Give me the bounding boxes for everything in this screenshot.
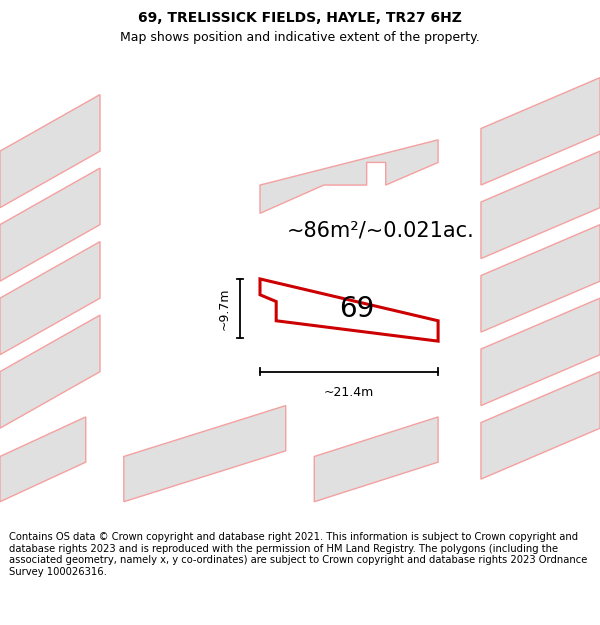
Text: Contains OS data © Crown copyright and database right 2021. This information is : Contains OS data © Crown copyright and d…	[9, 532, 587, 577]
Polygon shape	[481, 224, 600, 332]
Polygon shape	[260, 140, 438, 213]
Polygon shape	[124, 406, 286, 502]
Polygon shape	[314, 417, 438, 502]
Text: ~21.4m: ~21.4m	[323, 386, 374, 399]
Text: ~86m²/~0.021ac.: ~86m²/~0.021ac.	[287, 220, 475, 240]
Polygon shape	[481, 372, 600, 479]
Polygon shape	[0, 417, 86, 502]
Text: 69: 69	[340, 296, 375, 324]
Text: ~9.7m: ~9.7m	[217, 287, 230, 329]
Polygon shape	[260, 279, 438, 341]
Polygon shape	[0, 168, 100, 281]
Text: 69, TRELISSICK FIELDS, HAYLE, TR27 6HZ: 69, TRELISSICK FIELDS, HAYLE, TR27 6HZ	[138, 11, 462, 25]
Polygon shape	[481, 298, 600, 406]
Polygon shape	[481, 78, 600, 185]
Polygon shape	[0, 94, 100, 208]
Polygon shape	[0, 315, 100, 428]
Text: Map shows position and indicative extent of the property.: Map shows position and indicative extent…	[120, 31, 480, 44]
Polygon shape	[481, 151, 600, 259]
Polygon shape	[0, 242, 100, 355]
